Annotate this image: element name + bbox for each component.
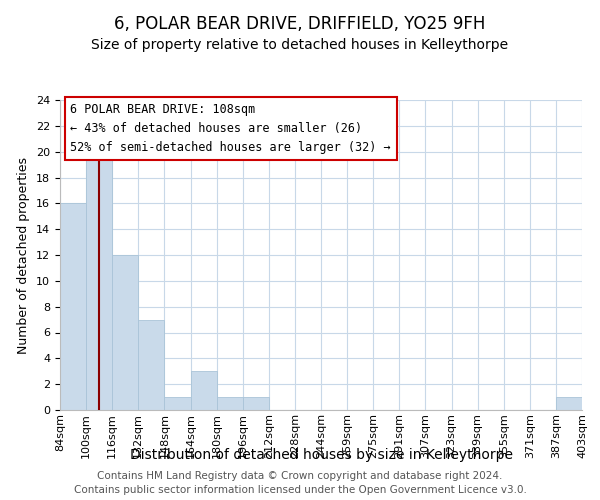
Bar (112, 255, 139, 410)
Text: 6 POLAR BEAR DRIVE: 108sqm
← 43% of detached houses are smaller (26)
52% of semi: 6 POLAR BEAR DRIVE: 108sqm ← 43% of deta… (70, 103, 391, 154)
Bar (139, 320, 164, 410)
Bar (191, 371, 217, 410)
Bar (217, 397, 243, 410)
Bar (86, 152, 112, 410)
Text: Contains HM Land Registry data © Crown copyright and database right 2024.
Contai: Contains HM Land Registry data © Crown c… (74, 471, 526, 495)
Bar (242, 397, 269, 410)
Bar (556, 397, 582, 410)
Bar (60, 204, 86, 410)
Text: Size of property relative to detached houses in Kelleythorpe: Size of property relative to detached ho… (91, 38, 509, 52)
Text: 6, POLAR BEAR DRIVE, DRIFFIELD, YO25 9FH: 6, POLAR BEAR DRIVE, DRIFFIELD, YO25 9FH (115, 15, 485, 33)
Bar (164, 397, 191, 410)
Y-axis label: Number of detached properties: Number of detached properties (17, 156, 31, 354)
Text: Distribution of detached houses by size in Kelleythorpe: Distribution of detached houses by size … (130, 448, 512, 462)
